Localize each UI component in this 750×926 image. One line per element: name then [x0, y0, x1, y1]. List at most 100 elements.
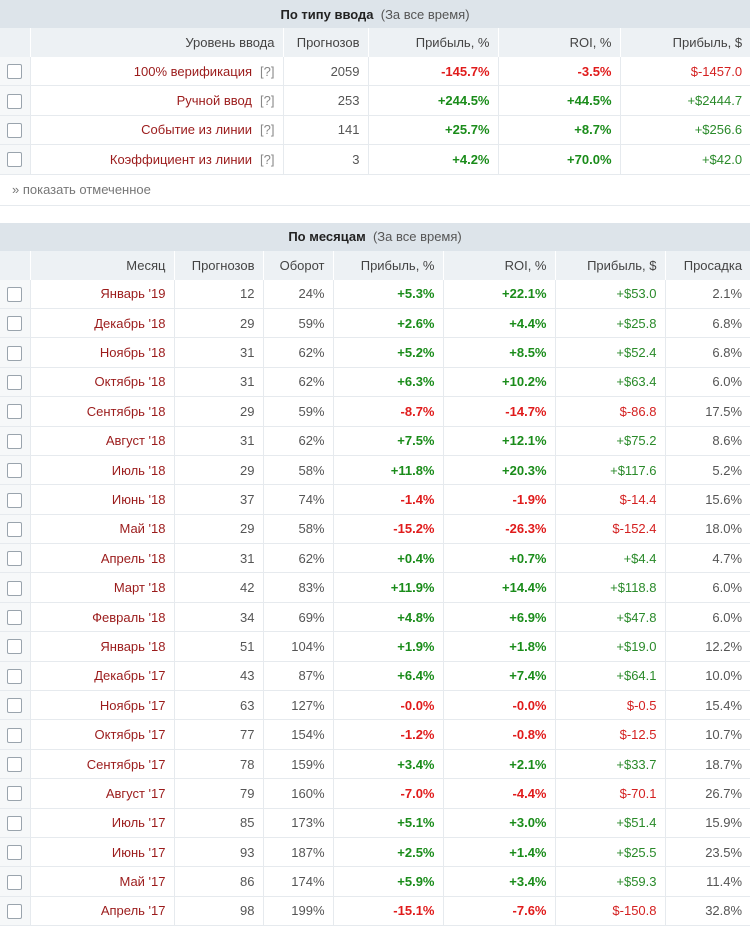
table-row: Июнь '18 37 74% -1.4% -1.9% $-14.4 15.6%	[0, 484, 750, 515]
profit-usd-cell: +$19.0	[555, 631, 666, 662]
row-checkbox[interactable]	[7, 845, 23, 861]
col-header-month[interactable]: Месяц	[30, 250, 175, 280]
drawdown-cell: 5.2%	[665, 455, 750, 486]
row-checkbox[interactable]	[7, 64, 23, 80]
row-checkbox-cell	[0, 367, 31, 398]
profit-usd-cell: $-70.1	[555, 778, 666, 809]
month-cell: Декабрь '18	[30, 308, 175, 339]
profit-pct-cell: -1.2%	[333, 719, 444, 750]
turnover-cell: 187%	[263, 837, 334, 868]
row-checkbox[interactable]	[7, 757, 23, 773]
table-row: Май '17 86 174% +5.9% +3.4% +$59.3 11.4%	[0, 866, 750, 897]
row-checkbox[interactable]	[7, 93, 23, 109]
table-row: Октябрь '17 77 154% -1.2% -0.8% $-12.5 10.7%	[0, 719, 750, 750]
by-type-section: По типу ввода (За все время) Уровень вво…	[0, 0, 750, 206]
help-link[interactable]: [?]	[260, 151, 275, 167]
profit-pct-cell: +2.6%	[333, 308, 444, 339]
turnover-cell: 159%	[263, 749, 334, 780]
col-header-month-profit-usd[interactable]: Прибыль, $	[555, 250, 666, 280]
input-level-cell: Ручной ввод [?]	[30, 85, 284, 116]
row-checkbox[interactable]	[7, 610, 23, 626]
roi-cell: +0.7%	[443, 543, 556, 574]
turnover-cell: 62%	[263, 367, 334, 398]
row-checkbox[interactable]	[7, 551, 23, 567]
table-row: Август '18 31 62% +7.5% +12.1% +$75.2 8.6%	[0, 426, 750, 456]
drawdown-cell: 6.8%	[665, 308, 750, 339]
col-header-profit-usd[interactable]: Прибыль, $	[620, 28, 750, 57]
profit-pct-cell: +11.8%	[333, 455, 444, 486]
help-link[interactable]: [?]	[260, 63, 275, 79]
row-checkbox-cell	[0, 337, 31, 368]
profit-usd-cell: +$2444.7	[620, 85, 750, 116]
row-checkbox[interactable]	[7, 903, 23, 919]
row-checkbox[interactable]	[7, 286, 23, 302]
row-checkbox[interactable]	[7, 345, 23, 361]
month-cell: Апрель '17	[30, 896, 175, 926]
row-checkbox[interactable]	[7, 463, 23, 479]
profit-pct-cell: +25.7%	[368, 115, 499, 146]
input-level-cell: Коэффициент из линии [?]	[30, 144, 284, 175]
row-checkbox[interactable]	[7, 727, 23, 743]
profit-pct-cell: +1.9%	[333, 631, 444, 662]
row-checkbox[interactable]	[7, 492, 23, 508]
row-checkbox[interactable]	[7, 404, 23, 420]
row-checkbox[interactable]	[7, 786, 23, 802]
row-checkbox[interactable]	[7, 433, 23, 449]
row-checkbox[interactable]	[7, 874, 23, 890]
col-header-level[interactable]: Уровень ввода	[30, 28, 284, 57]
count-cell: 31	[174, 543, 264, 574]
drawdown-cell: 11.4%	[665, 866, 750, 897]
row-checkbox[interactable]	[7, 580, 23, 596]
help-link[interactable]: [?]	[260, 93, 275, 109]
row-checkbox[interactable]	[7, 639, 23, 655]
turnover-cell: 74%	[263, 484, 334, 515]
turnover-cell: 69%	[263, 602, 334, 633]
col-header-count[interactable]: Прогнозов	[283, 28, 369, 57]
profit-usd-cell: +$33.7	[555, 749, 666, 780]
profit-pct-cell: +11.9%	[333, 572, 444, 603]
roi-cell: +1.8%	[443, 631, 556, 662]
count-cell: 29	[174, 308, 264, 339]
drawdown-cell: 23.5%	[665, 837, 750, 868]
show-marked-link[interactable]: » показать отмеченное	[0, 175, 750, 206]
row-checkbox-cell	[0, 778, 31, 809]
col-header-month-roi[interactable]: ROI, %	[443, 250, 556, 280]
row-checkbox-cell	[0, 115, 31, 146]
col-header-roi[interactable]: ROI, %	[498, 28, 621, 57]
col-header-profit-pct[interactable]: Прибыль, %	[368, 28, 499, 57]
by-type-header-row: Уровень ввода Прогнозов Прибыль, % ROI, …	[0, 28, 750, 57]
col-header-drawdown[interactable]: Просадка	[665, 250, 750, 280]
roi-cell: +8.5%	[443, 337, 556, 368]
count-cell: 63	[174, 690, 264, 721]
row-checkbox[interactable]	[7, 316, 23, 332]
row-checkbox[interactable]	[7, 521, 23, 537]
row-checkbox[interactable]	[7, 152, 23, 168]
row-checkbox[interactable]	[7, 698, 23, 714]
row-checkbox[interactable]	[7, 123, 23, 138]
profit-pct-cell: +5.2%	[333, 337, 444, 368]
row-checkbox-cell	[0, 719, 31, 750]
roi-cell: +6.9%	[443, 602, 556, 633]
turnover-cell: 154%	[263, 719, 334, 750]
turnover-cell: 87%	[263, 661, 334, 692]
profit-pct-cell: -145.7%	[368, 57, 499, 87]
row-checkbox[interactable]	[7, 815, 23, 831]
row-checkbox-cell	[0, 661, 31, 692]
row-checkbox-cell	[0, 543, 31, 574]
count-cell: 12	[174, 279, 264, 309]
by-month-title-row: По месяцам (За все время)	[0, 222, 750, 251]
help-link[interactable]: [?]	[260, 122, 275, 138]
row-checkbox[interactable]	[7, 374, 23, 390]
table-row: Февраль '18 34 69% +4.8% +6.9% +$47.8 6.0%	[0, 602, 750, 633]
table-row: Сентябрь '18 29 59% -8.7% -14.7% $-86.8 17.5%	[0, 396, 750, 427]
profit-pct-cell: -0.0%	[333, 690, 444, 721]
row-checkbox-cell	[0, 602, 31, 633]
row-checkbox[interactable]	[7, 668, 23, 684]
roi-cell: -0.8%	[443, 719, 556, 750]
month-cell: Ноябрь '17	[30, 690, 175, 721]
col-header-month-count[interactable]: Прогнозов	[174, 250, 264, 280]
table-row: Июль '18 29 58% +11.8% +20.3% +$117.6 5.2%	[0, 455, 750, 486]
col-header-turnover[interactable]: Оборот	[263, 250, 334, 280]
col-header-month-profit-pct[interactable]: Прибыль, %	[333, 250, 444, 280]
profit-usd-cell: +$117.6	[555, 455, 666, 486]
